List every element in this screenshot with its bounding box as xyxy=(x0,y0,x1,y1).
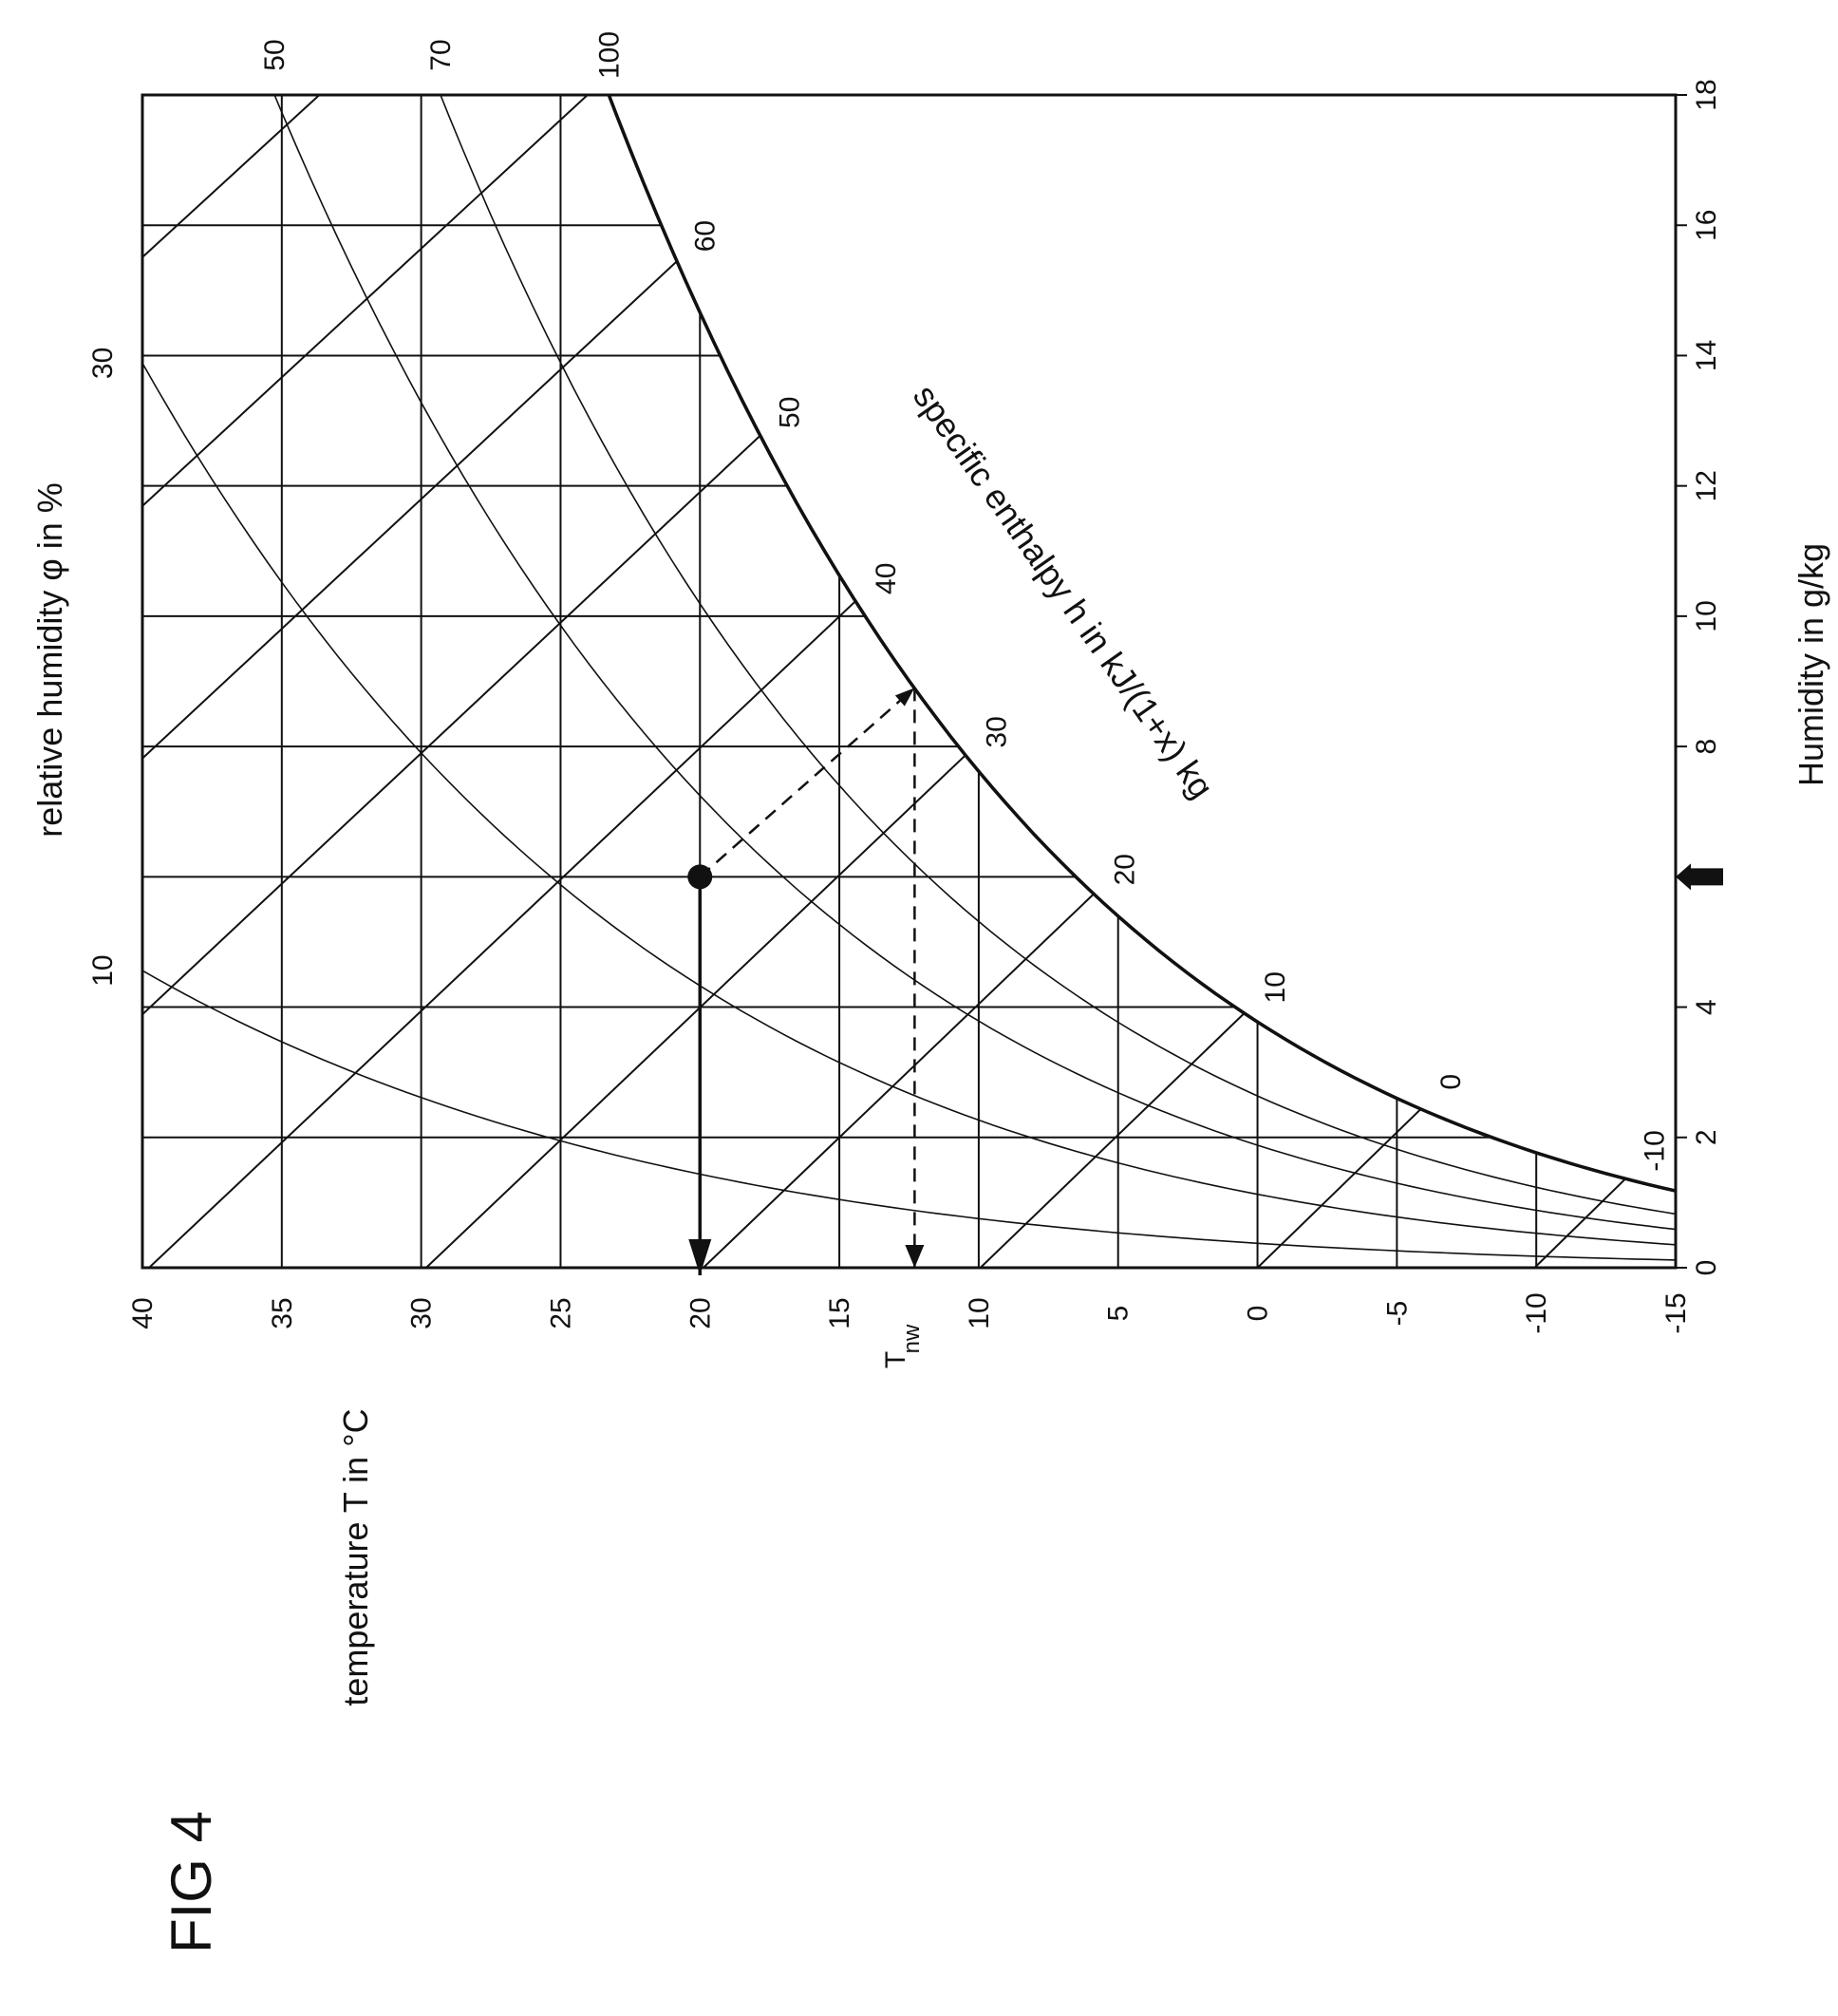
enthalpy-label: 60 xyxy=(690,220,722,252)
y-tick-label: -10 xyxy=(1521,1292,1552,1333)
saturation-mask xyxy=(609,95,1676,1192)
annotation-layer xyxy=(687,687,1723,1275)
y-tick-label: 20 xyxy=(685,1297,716,1328)
y-axis-title: temperature T in °C xyxy=(336,1408,375,1705)
rh-label: 100 xyxy=(593,31,625,79)
saturation-curve xyxy=(607,95,1676,1193)
wet-bulb-construction-line xyxy=(699,687,916,878)
enthalpy-line xyxy=(142,95,857,761)
y-tick-label: 0 xyxy=(1243,1306,1274,1322)
rh-curve xyxy=(440,95,1676,1215)
rh-label: 70 xyxy=(425,39,457,70)
enthalpy-label: 40 xyxy=(871,563,902,594)
tick-labels: -15 -10 -5 0 5 10 15 20 25 30 35 40 0 2 4 6 8 10 12 14 16 18 1… xyxy=(87,31,1722,1334)
x-tick-label: 6 xyxy=(1691,869,1722,885)
rh-curve xyxy=(273,95,1676,1231)
enthalpy-line xyxy=(142,95,589,508)
x-tick-label: 12 xyxy=(1691,470,1722,501)
y-tick-label: 25 xyxy=(546,1297,577,1328)
state-point xyxy=(687,864,713,890)
rh-label: 10 xyxy=(87,954,119,986)
plot-frame xyxy=(141,93,1678,1270)
y-tick-label: 15 xyxy=(824,1297,855,1328)
enthalpy-label: 50 xyxy=(775,397,806,428)
temperature-marker-arrow xyxy=(688,1239,712,1275)
rh-curve xyxy=(142,970,1676,1261)
enthalpy-label: 30 xyxy=(982,716,1013,747)
rh-label: 30 xyxy=(87,348,119,379)
x-tick-label: 16 xyxy=(1691,210,1722,241)
enthalpy-label: -10 xyxy=(1640,1130,1671,1171)
x-axis-title: Humidity in g/kg xyxy=(1791,543,1830,786)
y-tick-label: 35 xyxy=(267,1297,298,1328)
wet-bulb-symbol: T xyxy=(880,1351,911,1368)
wet-bulb-subscript: nw xyxy=(899,1324,925,1353)
y-tick-label: 10 xyxy=(964,1297,995,1328)
enthalpy-label: 20 xyxy=(1110,854,1141,885)
y-tick-label: -5 xyxy=(1381,1301,1413,1327)
relative-humidity-title: relative humidity φ in % xyxy=(30,482,69,837)
x-tick-label: 18 xyxy=(1691,79,1722,110)
x-tick-label: 10 xyxy=(1691,600,1722,631)
y-tick-label: -15 xyxy=(1660,1292,1692,1333)
rh-curve xyxy=(142,363,1676,1246)
humidity-marker-arrow xyxy=(1676,863,1723,891)
rh-label: 50 xyxy=(259,39,291,70)
plot-area xyxy=(142,95,1676,1268)
y-tick-label: 30 xyxy=(406,1297,438,1328)
saturation-arrowhead xyxy=(894,688,915,707)
enthalpy-label: 10 xyxy=(1260,971,1291,1003)
wet-bulb-label: T nw xyxy=(880,1324,925,1368)
x-tick-label: 0 xyxy=(1691,1260,1722,1276)
wet-bulb-arrowhead xyxy=(905,1245,925,1268)
x-tick-label: 14 xyxy=(1691,340,1722,371)
x-tick-label: 2 xyxy=(1691,1129,1722,1145)
y-tick-label: 5 xyxy=(1103,1306,1135,1322)
x-tick-label: 4 xyxy=(1691,999,1722,1015)
x-tick-label: 8 xyxy=(1691,739,1722,755)
enthalpy-label: 0 xyxy=(1435,1074,1467,1090)
y-tick-label: 40 xyxy=(127,1297,159,1328)
figure-label: FIG 4 xyxy=(159,1811,223,1953)
